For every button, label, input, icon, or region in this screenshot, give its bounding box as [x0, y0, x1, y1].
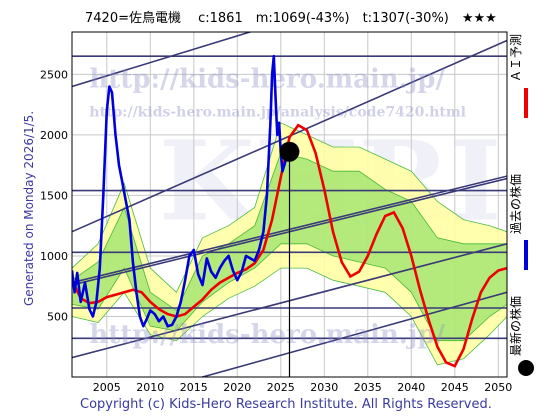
- x-tick-label: 2050: [484, 381, 512, 394]
- x-tick-label: 2035: [354, 381, 382, 394]
- watermark-url: http://kids-hero.main.jp/: [89, 65, 445, 95]
- x-tick-label: 2010: [136, 381, 164, 394]
- legend-swatch: [518, 360, 534, 376]
- x-tick-label: 2040: [397, 381, 425, 394]
- copyright-footer: Copyright (c) Kids-Hero Research Institu…: [80, 397, 492, 412]
- plot-area: KHRIhttp://kids-hero.main.jp/http://kids…: [40, 31, 512, 394]
- plot-content: KHRIhttp://kids-hero.main.jp/http://kids…: [72, 32, 507, 377]
- y-tick-label: 2500: [40, 68, 68, 81]
- y-tick-label: 1000: [40, 250, 68, 263]
- plot-frame: [71, 31, 508, 378]
- series-past-price: [72, 54, 291, 328]
- y-tick-label: 1500: [40, 189, 68, 202]
- y-tick-label: 500: [47, 310, 68, 323]
- latest-price-point: [279, 141, 300, 162]
- series-ai-forecast: [72, 123, 507, 368]
- x-tick-label: 2020: [223, 381, 251, 394]
- legend-label: ＡＩ予測: [509, 34, 523, 82]
- x-tick-label: 2025: [267, 381, 295, 394]
- x-tick-label: 2015: [180, 381, 208, 394]
- trend-line: [72, 32, 253, 88]
- watermark-url-bottom: http://kids-hero.main.jp/: [89, 320, 445, 350]
- x-tick-label: 2005: [93, 381, 121, 394]
- forecast-band-line: [72, 243, 507, 342]
- legend-label: 過去の株価: [508, 174, 523, 234]
- watermark-analysis-url: http://kids-hero.main.jp/analysis/code74…: [89, 105, 466, 121]
- forecast-band-inner: [72, 153, 507, 341]
- y-tick-label: 2000: [40, 129, 68, 142]
- forecast-band-line: [72, 267, 507, 366]
- chart-title: 7420=佐鳥電機 c:1861 m:1069(-43%) t:1307(-30…: [85, 11, 497, 26]
- x-tick-label: 2045: [441, 381, 469, 394]
- generated-date-label: Generated on Monday 2026/1/5.: [22, 111, 36, 306]
- x-tick-label: 2030: [310, 381, 338, 394]
- forecast-band-line: [72, 122, 507, 293]
- legend-label: 最新の株価: [508, 296, 523, 356]
